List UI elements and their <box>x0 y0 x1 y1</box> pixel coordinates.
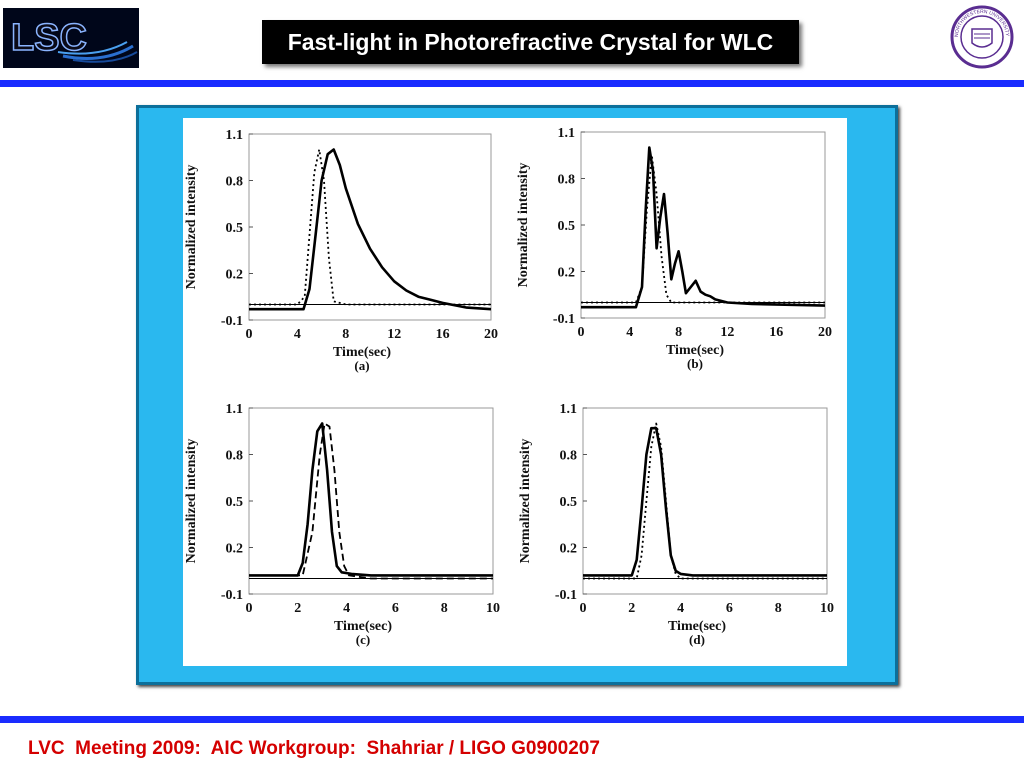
slide-title: Fast-light in Photorefractive Crystal fo… <box>287 28 774 55</box>
panel-b-ytick-label: -0.1 <box>553 312 575 327</box>
panel-d-ytick-label: 0.8 <box>560 449 578 464</box>
panel-c-xtick-label: 8 <box>441 601 448 616</box>
panel-c-caption: (c) <box>356 632 370 647</box>
panel-d-ytick-label: -0.1 <box>555 588 577 603</box>
panel-d-xtick-label: 4 <box>677 601 684 616</box>
panel-d-plot-frame <box>582 407 828 595</box>
panel-c-xtick-label: 6 <box>392 601 399 616</box>
panel-d-xlabel: Time(sec) <box>668 619 726 634</box>
panel-a-ytick-label: 0.8 <box>226 175 244 190</box>
panel-c-xtick-label: 4 <box>343 601 350 616</box>
panel-c-xtick-label: 10 <box>486 601 500 616</box>
panel-d-series-dotted <box>583 422 827 580</box>
panel-a-series-dotted <box>249 148 491 306</box>
panel-d-ytick-label: 0.2 <box>560 542 578 557</box>
panel-b-series-dotted <box>581 154 825 304</box>
panel-c-ytick-label: -0.1 <box>221 588 243 603</box>
panel-a-plot-frame <box>248 133 492 321</box>
panel-d-xtick-label: 6 <box>726 601 733 616</box>
panel-b-xtick-label: 16 <box>769 325 783 340</box>
panel-d-caption: (d) <box>689 632 705 647</box>
panel-a-xtick-label: 4 <box>294 327 301 342</box>
panel-c-series-dashed <box>249 422 493 580</box>
panel-a-ylabel: Normalized intensity <box>184 165 199 290</box>
panel-b-ytick-label: 0.2 <box>558 266 576 281</box>
northwestern-seal: NORTHWESTERN UNIVERSITY · 1851 <box>950 5 1014 69</box>
panel-d-xtick-label: 10 <box>820 601 834 616</box>
panel-b-xlabel: Time(sec) <box>666 343 724 358</box>
panel-c-ytick-label: 0.8 <box>226 449 244 464</box>
panel-c-ytick-label: 0.5 <box>226 495 244 510</box>
panel-b-ytick-label: 0.5 <box>558 219 576 234</box>
panel-b-plot-frame <box>580 131 826 319</box>
panel-b-series-solid <box>581 146 826 309</box>
panel-d-xtick-label: 2 <box>628 601 635 616</box>
panel-b-ylabel: Normalized intensity <box>516 163 531 288</box>
panel-a-xtick-label: 16 <box>436 327 450 342</box>
panel-c-ylabel: Normalized intensity <box>184 439 199 564</box>
panel-b-xtick-label: 8 <box>675 325 682 340</box>
panel-b-caption: (b) <box>687 356 703 371</box>
panel-a-xtick-label: 0 <box>246 327 253 342</box>
top-rule <box>0 80 1024 87</box>
panel-a-ytick-label: 1.1 <box>226 128 244 143</box>
panel-a-ytick-label: -0.1 <box>221 314 243 329</box>
panel-a-ytick-label: 0.2 <box>226 268 244 283</box>
panel-d-ytick-label: 0.5 <box>560 495 578 510</box>
panel-c-ytick-label: 1.1 <box>226 402 244 417</box>
panel-d-ytick-label: 1.1 <box>560 402 578 417</box>
lsc-logo-text: LSC <box>11 17 87 59</box>
panel-b-xtick-label: 4 <box>626 325 633 340</box>
lsc-logo: LSC <box>3 8 139 68</box>
panel-c-xlabel: Time(sec) <box>334 619 392 634</box>
panel-a-ytick-label: 0.5 <box>226 221 244 236</box>
panel-c-ytick-label: 0.2 <box>226 542 244 557</box>
panel-a-caption: (a) <box>354 358 369 373</box>
panel-c-plot-frame <box>248 407 494 595</box>
figure-charts: 1.10.80.50.2-0.10 4 8 12 16 20Time(sec)(a)Nor… <box>184 126 834 647</box>
panel-b-ytick-label: 0.8 <box>558 173 576 188</box>
panel-b-xtick-label: 0 <box>578 325 585 340</box>
figure-panel: 1.1 0.8 0.5 0.2 -0.1 0 4 8 12 16 20 Time(sec) (a) Nor… <box>183 118 847 666</box>
panel-c-xtick-label: 2 <box>294 601 301 616</box>
panel-d-xtick-label: 8 <box>775 601 782 616</box>
panel-a-xtick-label: 8 <box>342 327 349 342</box>
bottom-rule <box>0 716 1024 723</box>
footer-text: LVC Meeting 2009: AIC Workgroup: Shahria… <box>28 738 600 759</box>
panel-d-xtick-label: 0 <box>580 601 587 616</box>
panel-d-ylabel: Normalized intensity <box>518 439 533 564</box>
panel-c-xtick-label: 0 <box>246 601 253 616</box>
panel-c-series-solid <box>249 422 493 577</box>
panel-a-xtick-label: 20 <box>484 327 498 342</box>
panel-a-xtick-label: 12 <box>387 327 401 342</box>
title-box: Fast-light in Photorefractive Crystal fo… <box>262 20 799 64</box>
panel-b-ytick-label: 1.1 <box>558 126 576 141</box>
panel-d-series-solid <box>583 426 827 577</box>
panel-a-series-solid <box>249 148 492 311</box>
panel-b-xtick-label: 20 <box>818 325 832 340</box>
panel-b-xtick-label: 12 <box>720 325 734 340</box>
panel-a-xlabel: Time(sec) <box>333 345 391 360</box>
